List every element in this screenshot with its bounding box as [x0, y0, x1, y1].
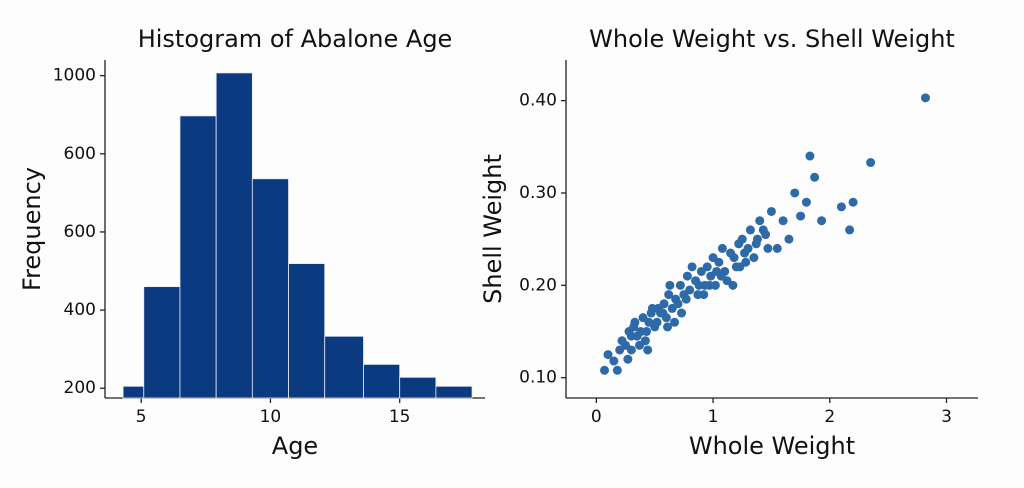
y-tick-label: 400 — [64, 300, 96, 320]
point — [845, 225, 855, 235]
y-tick-label: 600 — [64, 222, 96, 242]
point — [737, 234, 747, 244]
point — [664, 290, 674, 300]
x-axis-label: Age — [272, 432, 318, 460]
point — [714, 257, 724, 267]
point — [717, 243, 727, 253]
y-axis-label: Frequency — [18, 167, 46, 291]
bar — [324, 335, 364, 399]
point — [673, 299, 683, 309]
point — [817, 216, 827, 226]
point — [693, 290, 703, 300]
bar — [399, 376, 437, 399]
point — [866, 158, 876, 168]
point — [653, 303, 663, 313]
y-tick-label: 0.10 — [519, 368, 557, 388]
y-tick-label: 600 — [64, 144, 96, 164]
point — [920, 93, 930, 103]
point — [848, 197, 858, 207]
y-tick-label: 0.40 — [519, 91, 557, 111]
point — [663, 322, 673, 332]
point — [836, 202, 846, 212]
point — [675, 280, 685, 290]
point — [796, 211, 806, 221]
x-tick-label: 15 — [389, 407, 411, 427]
point — [745, 225, 755, 235]
point — [635, 340, 645, 350]
point — [700, 280, 710, 290]
point — [603, 350, 613, 360]
point — [685, 285, 695, 295]
point — [751, 239, 761, 249]
point — [763, 243, 773, 253]
x-tick-label: 2 — [824, 407, 835, 427]
point — [626, 345, 636, 355]
point — [600, 365, 610, 375]
point — [810, 172, 820, 182]
x-tick-label: 3 — [941, 407, 952, 427]
point — [729, 253, 739, 263]
point — [712, 266, 722, 276]
bar — [288, 263, 326, 399]
point — [735, 262, 745, 272]
bar — [251, 178, 289, 399]
point — [772, 243, 782, 253]
bar — [122, 385, 145, 399]
point — [642, 327, 652, 337]
point — [630, 317, 640, 327]
y-tick-label: 0.30 — [519, 183, 557, 203]
bar — [143, 286, 181, 399]
point — [687, 262, 697, 272]
point — [665, 280, 675, 290]
point — [784, 234, 794, 244]
point — [682, 271, 692, 281]
y-tick-label: 1000 — [53, 66, 96, 86]
point — [801, 197, 811, 207]
x-tick-label: 10 — [260, 407, 282, 427]
y-tick-label: 200 — [64, 378, 96, 398]
point — [643, 345, 653, 355]
y-tick-label: 0.20 — [519, 275, 557, 295]
point — [749, 253, 759, 263]
x-tick-label: 5 — [136, 407, 147, 427]
point — [609, 356, 619, 366]
point — [677, 308, 687, 318]
chart-title: Histogram of Abalone Age — [138, 25, 453, 53]
point — [805, 151, 815, 161]
point — [670, 317, 680, 327]
bar — [435, 385, 473, 399]
point — [790, 188, 800, 198]
bar — [363, 363, 401, 399]
x-axis-label: Whole Weight — [689, 432, 855, 460]
point — [758, 225, 768, 235]
point — [766, 206, 776, 216]
bar — [215, 72, 253, 399]
point — [755, 216, 765, 226]
y-axis-label: Shell Weight — [479, 154, 507, 304]
x-tick-label: 0 — [591, 407, 602, 427]
bar — [179, 115, 217, 399]
point — [681, 294, 691, 304]
point — [702, 262, 712, 272]
point — [740, 248, 750, 258]
point — [728, 280, 738, 290]
point — [623, 354, 633, 364]
x-tick-label: 1 — [708, 407, 719, 427]
point — [626, 331, 636, 341]
point — [652, 317, 662, 327]
point — [778, 216, 788, 226]
chart-title: Whole Weight vs. Shell Weight — [589, 25, 955, 53]
point — [612, 365, 622, 375]
